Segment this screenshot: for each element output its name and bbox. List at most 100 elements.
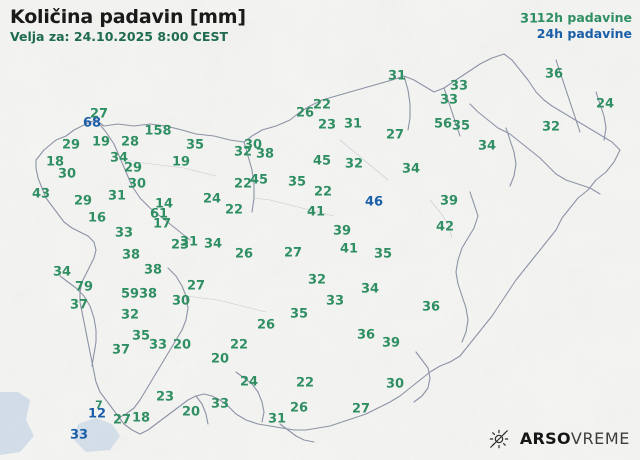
legend-item-12h: 12h padavine — [536, 10, 632, 25]
station-value-12h: 33 — [114, 225, 134, 241]
station-value-12h: 26 — [295, 105, 315, 121]
station-value-12h: 27 — [351, 401, 371, 417]
sun-weather-icon — [489, 429, 509, 449]
station-value-12h: 158 — [144, 123, 172, 139]
station-value-12h: 35 — [373, 246, 393, 262]
station-value-12h: 35 — [287, 174, 307, 190]
station-value-12h: 79 — [74, 279, 94, 295]
station-value-12h: 34 — [203, 236, 223, 252]
legend: 12h padavine 24h padavine — [537, 10, 632, 42]
station-value-12h: 24 — [202, 191, 222, 207]
station-value-12h: 27 — [385, 127, 405, 143]
station-value-12h: 30 — [171, 293, 191, 309]
station-value-12h: 37 — [111, 342, 131, 358]
station-value-12h: 20 — [181, 404, 201, 420]
station-value-12h: 28 — [120, 134, 140, 150]
station-value-12h: 43 — [31, 186, 51, 202]
station-value-12h: 39 — [332, 223, 352, 239]
station-value-12h: 31 — [343, 116, 363, 132]
station-value-12h: 30 — [243, 137, 263, 153]
station-value-12h: 33 — [439, 92, 459, 108]
station-value-12h: 33 — [148, 337, 168, 353]
station-value-12h: 14 — [154, 196, 174, 212]
station-value-12h: 38 — [255, 146, 275, 162]
station-value-12h: 18 — [45, 154, 65, 170]
station-value-12h: 36 — [356, 327, 376, 343]
station-value-12h: 45 — [312, 153, 332, 169]
station-value-12h: 19 — [91, 134, 111, 150]
station-value-12h: 38 — [138, 286, 158, 302]
station-value-12h: 56 — [433, 116, 453, 132]
station-value-12h: 26 — [234, 246, 254, 262]
station-value-12h: 33 — [325, 293, 345, 309]
station-value-12h: 7 — [95, 398, 103, 412]
validity-timestamp: Velja za: 24.10.2025 8:00 CEST — [10, 29, 228, 44]
station-value-12h: 30 — [57, 166, 77, 182]
station-value-12h: 37 — [69, 297, 89, 313]
station-value-12h: 34 — [360, 281, 380, 297]
station-value-12h: 19 — [171, 154, 191, 170]
station-value-12h: 41 — [306, 204, 326, 220]
adriatic-sea — [0, 392, 34, 455]
station-value-12h: 23 — [155, 389, 175, 405]
station-value-12h: 31 — [107, 188, 127, 204]
station-value-12h: 35 — [185, 137, 205, 153]
station-value-24h: 33 — [69, 427, 89, 443]
station-value-12h: 24 — [239, 374, 259, 390]
inner-boundary-lines — [119, 139, 453, 313]
station-value-12h: 27 — [89, 106, 109, 122]
station-value-24h: 68 — [82, 115, 102, 131]
station-value-12h: 41 — [339, 241, 359, 257]
station-value-12h: 32 — [307, 272, 327, 288]
station-value-12h: 61 — [149, 206, 169, 222]
station-value-12h: 27 — [283, 245, 303, 261]
station-value-12h: 16 — [87, 210, 107, 226]
brand-name-light: VREME — [570, 429, 630, 448]
station-value-24h: 12 — [87, 406, 107, 422]
station-value-12h: 18 — [131, 410, 151, 426]
station-value-12h: 23 — [170, 237, 190, 253]
station-value-12h: 32 — [233, 144, 253, 160]
station-value-12h: 22 — [233, 176, 253, 192]
station-value-12h: 26 — [256, 317, 276, 333]
station-value-12h: 35 — [451, 118, 471, 134]
station-value-12h: 20 — [172, 337, 192, 353]
legend-item-24h: 24h padavine — [536, 26, 632, 41]
station-value-12h: 38 — [143, 262, 163, 278]
station-value-12h: 30 — [385, 376, 405, 392]
station-value-12h: 26 — [289, 400, 309, 416]
station-value-12h: 32 — [120, 307, 140, 323]
map-header: Količina padavin [mm] Velja za: 24.10.20… — [10, 6, 246, 45]
station-value-12h: 34 — [109, 150, 129, 166]
station-value-12h: 38 — [121, 247, 141, 263]
station-value-12h: 35 — [289, 306, 309, 322]
station-value-12h: 20 — [210, 351, 230, 367]
station-value-12h: 31 — [179, 234, 199, 250]
station-value-12h: 22 — [312, 97, 332, 113]
station-value-12h: 33 — [449, 78, 469, 94]
station-value-12h: 31 — [519, 11, 539, 27]
station-value-12h: 22 — [313, 184, 333, 200]
station-value-12h: 27 — [186, 278, 206, 294]
station-value-12h: 27 — [112, 412, 132, 428]
branding: ARSOVREME — [488, 428, 630, 450]
station-value-12h: 34 — [52, 264, 72, 280]
brand-name-bold: ARSO — [519, 429, 571, 448]
station-value-12h: 32 — [541, 119, 561, 135]
station-value-12h: 36 — [544, 66, 564, 82]
brand-name: ARSOVREME — [520, 430, 630, 448]
station-value-12h: 34 — [477, 138, 497, 154]
station-value-12h: 32 — [344, 156, 364, 172]
station-value-12h: 29 — [73, 193, 93, 209]
station-value-12h: 30 — [127, 176, 147, 192]
station-value-12h: 29 — [61, 137, 81, 153]
station-value-12h: 36 — [421, 299, 441, 315]
station-value-12h: 42 — [435, 219, 455, 235]
station-value-12h: 29 — [123, 160, 143, 176]
station-value-12h: 24 — [595, 96, 615, 112]
station-value-12h: 45 — [249, 172, 269, 188]
station-value-12h: 33 — [210, 396, 230, 412]
